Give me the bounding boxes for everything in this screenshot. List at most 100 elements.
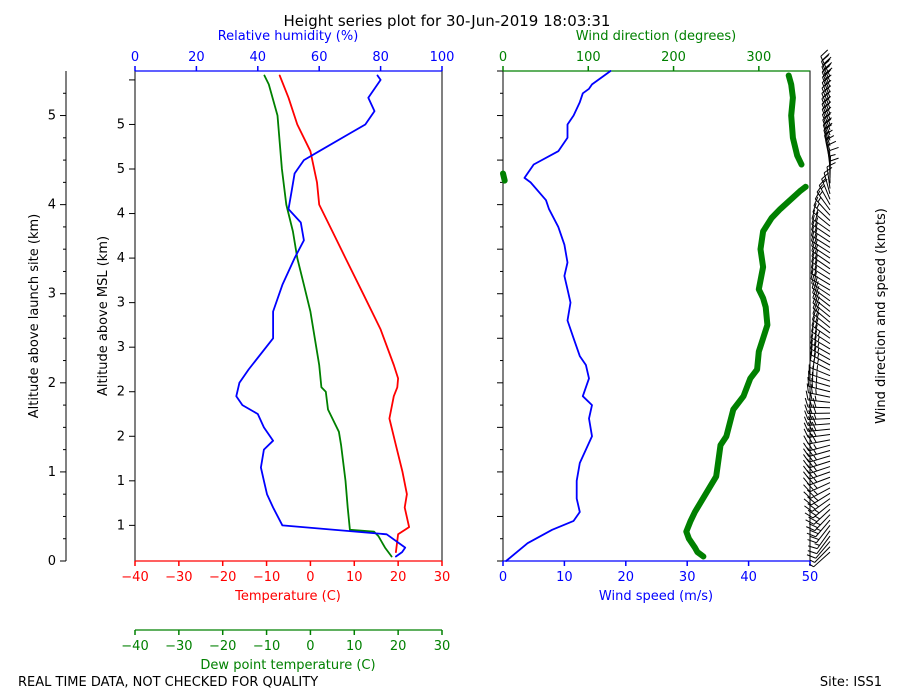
wind-barb-flag	[814, 190, 821, 200]
altitude-msl-tick-label: 3	[117, 340, 125, 355]
dewpoint-tick-label: 0	[306, 639, 314, 654]
humidity-tick-label: 100	[430, 50, 455, 65]
wind-speed-tick-label: 50	[802, 570, 819, 585]
wind-barb	[811, 245, 831, 259]
wind-barb-flag	[806, 453, 814, 462]
wind-barb-flag	[808, 516, 818, 523]
wind-barb-half-flag	[817, 353, 820, 359]
wind-direction-line	[500, 170, 508, 184]
wind-speed-axis-label: Wind speed (m/s)	[599, 589, 713, 604]
wind-barb-flag	[811, 316, 816, 326]
wind-barb-flag	[806, 532, 816, 538]
wind-barb-flag	[811, 377, 814, 388]
wind-barb-flag	[803, 416, 809, 426]
wind-barb-flag	[812, 404, 817, 414]
wind-barb	[811, 267, 831, 280]
wind-barb-flag	[814, 276, 818, 286]
altitude-launch-tick-label: 3	[48, 287, 56, 302]
humidity-ticks: 0 20 40 60 80 100	[131, 50, 455, 71]
wind-barb-flag	[811, 433, 817, 443]
altitude-msl-tick-label: 4	[117, 251, 125, 266]
wind-barb-flag	[829, 157, 839, 162]
wind-barb	[811, 250, 831, 264]
wind-direction-tick-label: 0	[499, 50, 507, 65]
wind-barb	[807, 406, 831, 409]
dewpoint-tick-label: −30	[165, 639, 192, 654]
wind-barb	[811, 498, 831, 512]
temperature-tick-label: 0	[306, 570, 314, 585]
wind-barb-flag	[820, 49, 829, 57]
wind-barb-half-flag	[813, 466, 818, 472]
altitude-launch-tick-label: 1	[48, 465, 56, 480]
wind-barb-flag	[803, 459, 810, 469]
wind-barb-half-flag	[817, 336, 820, 342]
wind-barb	[811, 331, 831, 345]
wind-barb-flag	[803, 448, 810, 457]
wind-barb-flag	[806, 526, 816, 532]
wind-barb	[814, 546, 831, 563]
wind-barb	[813, 551, 831, 568]
wind-barb-flag	[807, 428, 813, 438]
humidity-tick-label: 20	[188, 50, 205, 65]
dewpoint-ticks: −40 −30 −20 −10 0 10 20 30	[121, 630, 450, 654]
wind-barb-flag	[803, 484, 811, 493]
wind-barb-half-flag	[813, 444, 817, 450]
wind-barb	[810, 342, 831, 355]
wind-barb-flag	[814, 211, 819, 222]
wind-barb-flag	[814, 324, 818, 334]
wind-barb-flag	[803, 442, 810, 452]
wind-barb	[808, 460, 831, 469]
wind-barb	[811, 235, 831, 248]
temperature-tick-label: −30	[165, 570, 192, 585]
humidity-axis-label: Relative humidity (%)	[218, 29, 359, 44]
wind-barb-flag	[804, 410, 809, 420]
wind-barb-flag	[810, 328, 814, 338]
wind-barb-flag	[811, 274, 815, 284]
wind-barb-flag	[816, 184, 823, 193]
wind-barb-flag	[811, 209, 816, 219]
wind-barb-flag	[806, 458, 814, 467]
dewpoint-tick-label: 10	[346, 639, 363, 654]
wind-barb	[808, 399, 831, 403]
figure-title: Height series plot for 30-Jun-2019 18:03…	[284, 12, 611, 30]
wind-barb	[826, 166, 831, 189]
wind-barb-flag	[805, 519, 815, 525]
wind-barb-flag	[803, 428, 809, 438]
wind-barb-flag	[807, 496, 816, 504]
wind-direction-axis-label: Wind direction (degrees)	[576, 29, 736, 44]
wind-barb	[823, 172, 831, 195]
temperature-tick-label: −20	[209, 570, 236, 585]
wind-barb-flag	[811, 415, 817, 426]
quality-footer: REAL TIME DATA, NOT CHECKED FOR QUALITY	[18, 675, 318, 690]
wind-barb-half-flag	[809, 559, 815, 563]
wind-barb-half-flag	[819, 190, 823, 196]
wind-barb-flag	[827, 140, 837, 146]
altitude-msl-label: Altitude above MSL (km)	[96, 236, 111, 396]
wind-barb-flag	[807, 376, 810, 387]
wind-barb-half-flag	[830, 154, 836, 157]
wind-barb-flag	[812, 398, 817, 408]
wind-barb	[812, 319, 831, 334]
wind-barb-flag	[806, 447, 814, 456]
wind-barb-half-flag	[815, 522, 821, 526]
altitude-launch-tick-label: 4	[48, 198, 56, 213]
wind-barb-half-flag	[808, 563, 814, 568]
wind-barb-half-flag	[813, 455, 818, 461]
wind-barb-flag	[810, 334, 814, 344]
wind-barb	[810, 348, 831, 361]
humidity-tick-label: 0	[131, 50, 139, 65]
altitude-msl-ticks: 1 1 2 2 3 3 4 4 5 5	[117, 79, 135, 533]
wind-barb-half-flag	[814, 503, 819, 508]
wind-barb-half-flag	[813, 490, 819, 495]
altitude-launch-tick-label: 2	[48, 376, 56, 391]
wind-barb-half-flag	[813, 460, 818, 466]
thermo-panel-frame	[134, 70, 443, 562]
dewpoint-tick-label: 30	[434, 639, 451, 654]
temperature-tick-label: −40	[121, 570, 148, 585]
altitude-msl-tick-label: 5	[117, 162, 125, 177]
wind-speed-line	[505, 70, 612, 562]
altitude-msl-tick-label: 1	[117, 474, 125, 489]
wind-barb-flag	[806, 383, 809, 393]
wind-barb-flag	[808, 523, 818, 529]
